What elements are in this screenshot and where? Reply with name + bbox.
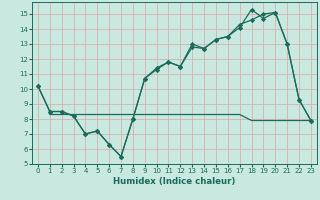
X-axis label: Humidex (Indice chaleur): Humidex (Indice chaleur) bbox=[113, 177, 236, 186]
